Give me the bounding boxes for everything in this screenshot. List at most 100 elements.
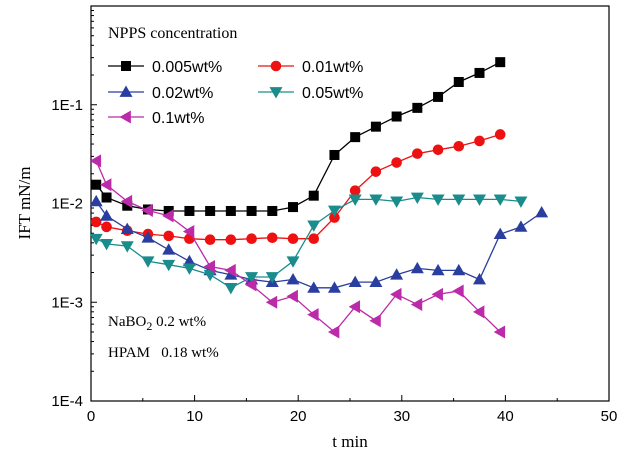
data-point bbox=[101, 192, 112, 203]
legend-title: NPPS concentration bbox=[108, 25, 237, 42]
data-point bbox=[433, 91, 444, 102]
data-point bbox=[348, 300, 361, 314]
series-3 bbox=[89, 192, 528, 295]
data-point bbox=[370, 166, 382, 177]
series-line bbox=[95, 196, 521, 289]
legend-item: 0.1wt% bbox=[108, 110, 204, 127]
x-tick-label: 0 bbox=[87, 408, 95, 425]
x-tick-label: 40 bbox=[497, 408, 514, 425]
data-point bbox=[514, 196, 528, 208]
data-point bbox=[514, 220, 528, 232]
data-point bbox=[493, 194, 507, 206]
x-axis-title: t min bbox=[332, 432, 368, 451]
data-point bbox=[390, 196, 404, 208]
legend-item: 0.05wt% bbox=[258, 85, 363, 102]
y-axis-title: IFT mN/m bbox=[15, 167, 34, 240]
data-point bbox=[452, 194, 466, 206]
annotation-nabo2: NaBO2 0.2 wt% bbox=[108, 314, 206, 333]
data-point bbox=[141, 231, 155, 243]
data-point bbox=[431, 287, 443, 301]
data-point bbox=[141, 203, 153, 217]
data-point bbox=[493, 325, 506, 339]
data-point bbox=[120, 222, 134, 235]
data-point bbox=[453, 76, 464, 87]
data-point bbox=[391, 111, 402, 122]
data-point bbox=[90, 216, 102, 228]
legend-label: 0.01wt% bbox=[302, 59, 363, 76]
legend-item: 0.005wt% bbox=[108, 59, 222, 76]
data-point bbox=[286, 256, 300, 268]
data-point bbox=[246, 233, 257, 245]
data-point bbox=[163, 205, 174, 216]
data-point bbox=[163, 230, 174, 242]
legend-item: 0.01wt% bbox=[258, 59, 363, 76]
data-point bbox=[203, 269, 217, 282]
x-tick-label: 50 bbox=[601, 408, 618, 425]
data-point bbox=[245, 272, 259, 284]
data-point bbox=[162, 209, 174, 223]
x-tick-label: 20 bbox=[290, 408, 307, 425]
data-point bbox=[308, 190, 319, 201]
data-point bbox=[412, 102, 423, 113]
data-point bbox=[474, 135, 485, 147]
data-point bbox=[329, 149, 340, 160]
data-point bbox=[101, 221, 112, 233]
data-point bbox=[391, 157, 402, 168]
data-point bbox=[473, 272, 486, 285]
data-point bbox=[369, 194, 383, 206]
data-point bbox=[348, 194, 362, 206]
data-point bbox=[535, 206, 549, 218]
data-point bbox=[329, 212, 340, 223]
series-2 bbox=[89, 194, 549, 293]
data-point bbox=[348, 275, 362, 287]
data-point bbox=[327, 205, 341, 217]
data-point bbox=[308, 233, 320, 245]
legend-item: 0.02wt% bbox=[108, 85, 213, 102]
data-point bbox=[288, 202, 299, 213]
data-point bbox=[431, 263, 445, 276]
data-point bbox=[410, 261, 424, 274]
annotation-nabo2-sub: 2 bbox=[146, 319, 152, 333]
series-0 bbox=[91, 57, 506, 216]
data-point bbox=[246, 205, 257, 216]
data-point bbox=[203, 260, 216, 274]
data-point bbox=[121, 61, 131, 71]
data-point bbox=[141, 256, 155, 268]
data-point bbox=[265, 295, 278, 309]
annotation-nabo2-tail: 0.2 wt% bbox=[152, 314, 206, 330]
data-point bbox=[370, 121, 381, 132]
data-point bbox=[349, 185, 361, 196]
data-point bbox=[182, 263, 196, 275]
legend-label: 0.05wt% bbox=[302, 85, 363, 102]
data-point bbox=[100, 209, 114, 221]
legend-label: 0.02wt% bbox=[152, 85, 213, 102]
series-1 bbox=[90, 129, 506, 245]
y-tick-label: 1E-2 bbox=[51, 196, 83, 213]
data-point bbox=[495, 57, 506, 68]
data-point bbox=[120, 241, 134, 253]
data-point bbox=[89, 194, 103, 207]
data-point bbox=[410, 297, 423, 311]
data-point bbox=[369, 314, 381, 328]
data-point bbox=[474, 67, 485, 78]
data-point bbox=[327, 281, 341, 293]
data-point bbox=[453, 140, 465, 152]
data-point bbox=[269, 87, 283, 99]
data-point bbox=[287, 233, 299, 245]
data-point bbox=[225, 205, 236, 216]
data-point bbox=[119, 85, 133, 97]
y-tick-label: 1E-4 bbox=[51, 393, 83, 410]
data-point bbox=[286, 289, 298, 303]
series-4 bbox=[89, 154, 506, 339]
data-point bbox=[270, 60, 282, 72]
data-point bbox=[245, 278, 257, 292]
data-point bbox=[267, 205, 278, 216]
data-point bbox=[473, 194, 486, 206]
data-point bbox=[91, 179, 102, 190]
data-point bbox=[182, 225, 195, 239]
data-point bbox=[267, 232, 278, 244]
annotation-hpam: HPAM 0.18 wt% bbox=[108, 345, 219, 361]
data-point bbox=[286, 272, 300, 285]
data-point bbox=[162, 259, 176, 272]
